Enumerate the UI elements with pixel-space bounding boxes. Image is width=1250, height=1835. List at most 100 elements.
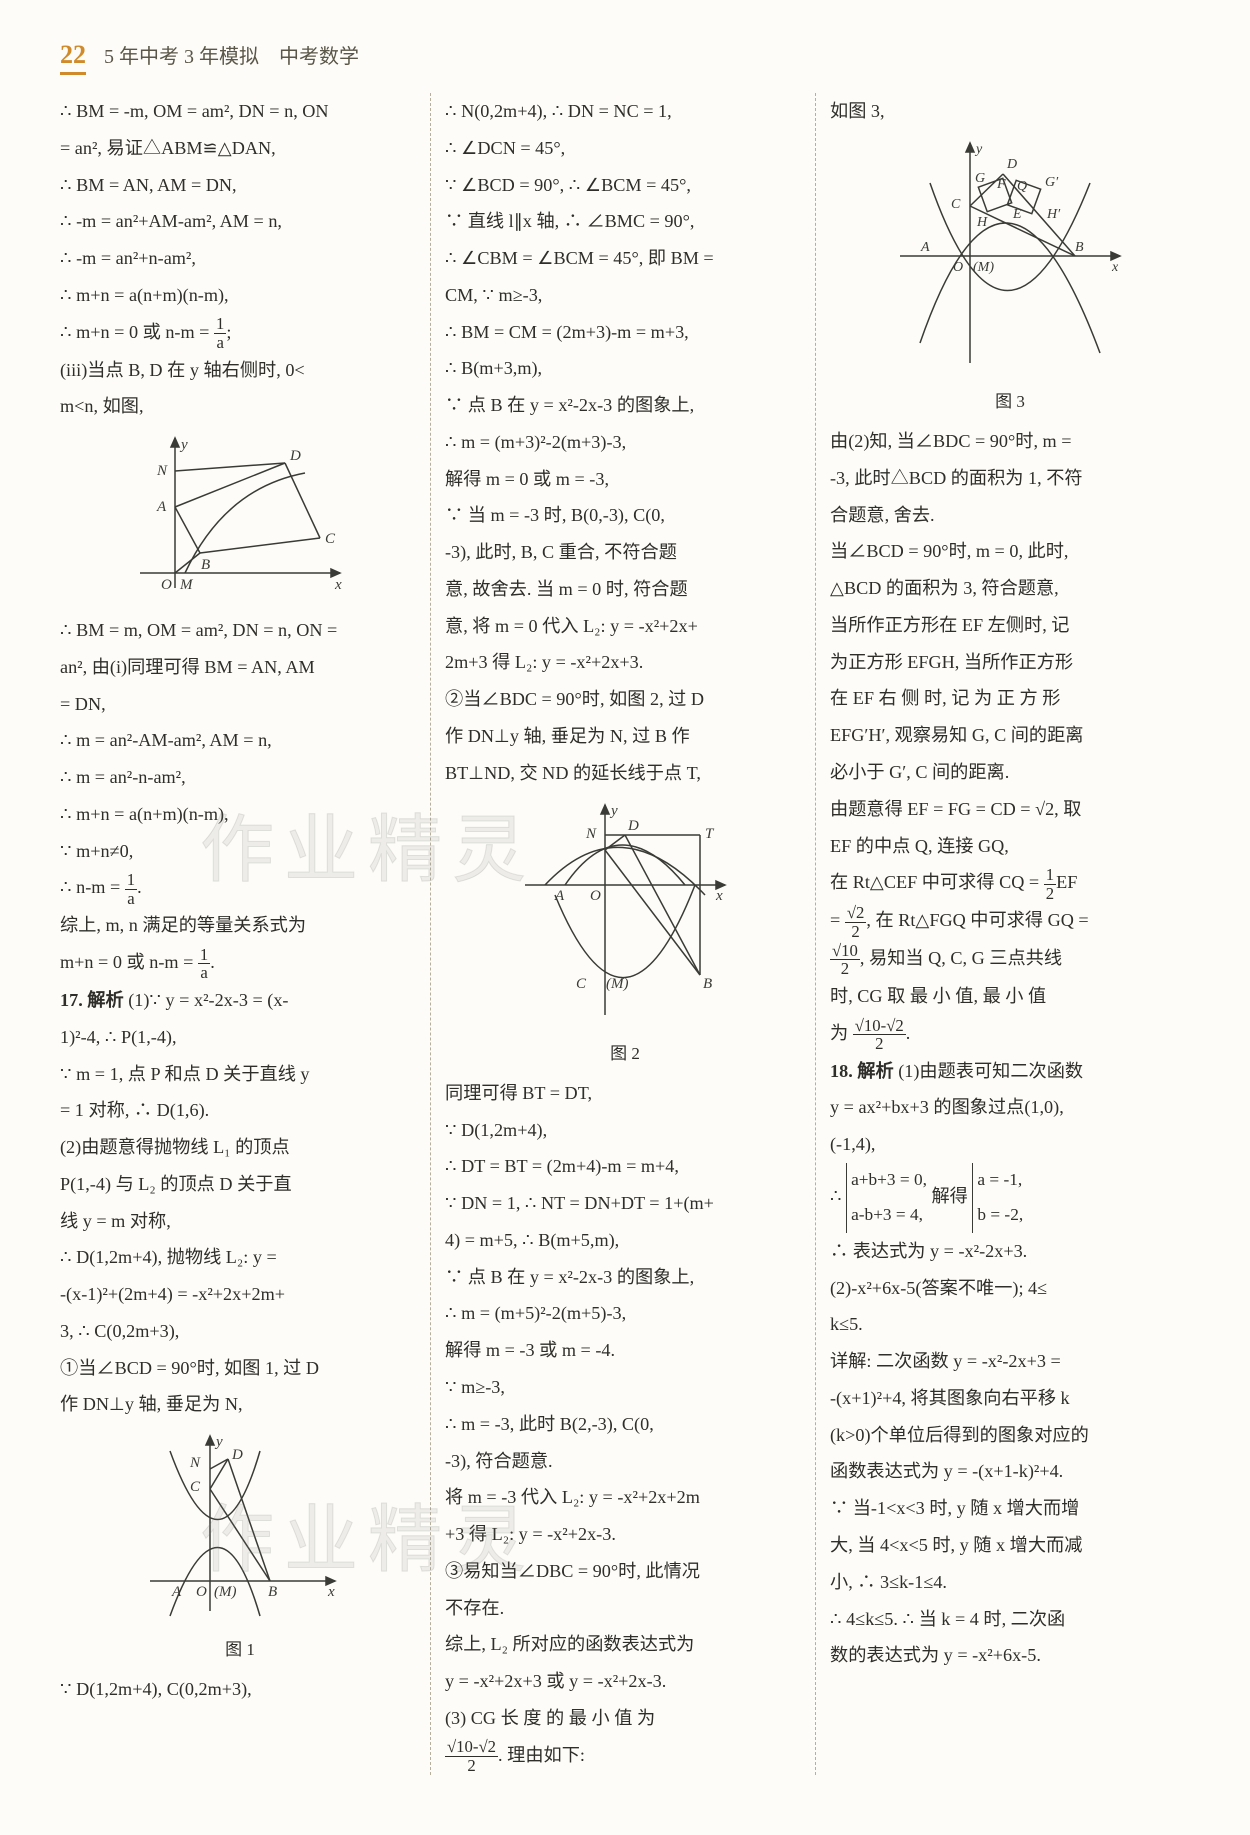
text-span: (1)∵ y = x²-2x-3 = (x- [128, 990, 288, 1010]
text-line: ∴ m+n = 0 或 n-m = 1a; [60, 314, 420, 352]
text-line: ∴ BM = -m, OM = am², DN = n, ON [60, 93, 420, 130]
page: 作业精灵 作业精灵 22 5 年中考 3 年模拟 中考数学 ∴ BM = -m,… [0, 0, 1250, 1835]
text-line: ∵ m≥-3, [445, 1369, 805, 1406]
text-line: ∴ m = an²-n-am², [60, 759, 420, 796]
text-line: 在 Rt△CEF 中可求得 CQ = 12EF [830, 864, 1190, 902]
question-label: 解析 [857, 1061, 893, 1081]
text-line: 意, 故舍去. 当 m = 0 时, 符合题 [445, 571, 805, 608]
text-line: ∴ 4≤k≤5. ∴ 当 k = 4 时, 二次函 [830, 1601, 1190, 1638]
text-line: ∵ 点 B 在 y = x²-2x-3 的图象上, [445, 1259, 805, 1296]
book-title: 5 年中考 3 年模拟 中考数学 [104, 40, 359, 69]
text-line: 线 y = m 对称, [60, 1203, 420, 1240]
point-label: B [201, 557, 210, 573]
frac-num: 1 [125, 871, 137, 890]
point-label: (M) [214, 1584, 237, 1600]
point-label: C [190, 1479, 201, 1495]
equation: b = -2, [977, 1205, 1023, 1224]
point-label: D [289, 448, 301, 464]
point-label: H′ [1046, 207, 1061, 222]
point-label: C [325, 531, 336, 547]
point-label: O [953, 260, 963, 275]
text-line: -(x-1)²+(2m+4) = -x²+2x+2m+ [60, 1276, 420, 1313]
question-18: 18. 解析 (1)由题表可知二次函数 [830, 1053, 1190, 1090]
columns: ∴ BM = -m, OM = am², DN = n, ON = an², 易… [60, 93, 1190, 1775]
axis-label-y: y [214, 1434, 223, 1450]
text-line: ∴ N(0,2m+4), ∴ DN = NC = 1, [445, 93, 805, 130]
point-label: A [920, 240, 930, 255]
text-line: 由题意得 EF = FG = CD = √2, 取 [830, 791, 1190, 828]
text-span: ∴ n-m = [60, 877, 125, 897]
figure-caption: 图 3 [995, 385, 1025, 419]
equation-system: a+b+3 = 0, a-b+3 = 4, [846, 1163, 927, 1233]
point-label: N [189, 1455, 201, 1471]
column-1: ∴ BM = -m, OM = am², DN = n, ON = an², 易… [60, 93, 431, 1775]
text-span: , 在 Rt△FGQ 中可求得 GQ = [866, 910, 1088, 930]
text-line: ∵ ∠BCD = 90°, ∴ ∠BCM = 45°, [445, 167, 805, 204]
point-label: G [975, 171, 985, 186]
text-span: EF [1056, 872, 1077, 892]
text-span: . [137, 877, 142, 897]
text-line: √10-√22. 理由如下: [445, 1737, 805, 1775]
text-line: 函数表达式为 y = -(x+1-k)²+4. [830, 1453, 1190, 1490]
text-line: ∵ D(1,2m+4), [445, 1112, 805, 1149]
text-line: ∵ 当 m = -3 时, B(0,-3), C(0, [445, 497, 805, 534]
point-label: (M) [973, 260, 994, 275]
text-line: ∴ 表达式为 y = -x²-2x+3. [830, 1233, 1190, 1270]
fraction: √102 [830, 942, 860, 978]
text-line: 必小于 G′, C 间的距离. [830, 754, 1190, 791]
text-line: ∴ BM = CM = (2m+3)-m = m+3, [445, 314, 805, 351]
text-line: ∴ m = -3, 此时 B(2,-3), C(0, [445, 1406, 805, 1443]
text-line: (k>0)个单位后得到的图象对应的 [830, 1417, 1190, 1454]
text-line: 解得 m = -3 或 m = -4. [445, 1332, 805, 1369]
figure-caption: 图 2 [610, 1037, 640, 1071]
text-line: 作 DN⊥y 轴, 垂足为 N, [60, 1386, 420, 1423]
column-3: 如图 3, [830, 93, 1190, 1775]
point-label: B [268, 1584, 277, 1600]
text-line: 综上, L₂ 所对应的函数表达式为 [445, 1626, 805, 1663]
text-span: ∴ m+n = 0 或 n-m = [60, 322, 214, 342]
text-line: P(1,-4) 与 L₂ 的顶点 D 关于直 [60, 1166, 420, 1203]
text-line: +3 得 L₂: y = -x²+2x-3. [445, 1516, 805, 1553]
frac-den: 2 [830, 960, 860, 978]
frac-den: 2 [845, 923, 867, 941]
fraction: √10-√22 [853, 1017, 906, 1053]
text-line: ∵ m = 1, 点 P 和点 D 关于直线 y [60, 1056, 420, 1093]
text-line: (2)-x²+6x-5(答案不唯一); 4≤ [830, 1270, 1190, 1307]
text-line: 在 EF 右 侧 时, 记 为 正 方 形 [830, 680, 1190, 717]
point-label: G′ [1045, 175, 1059, 190]
text-line: -3, 此时△BCD 的面积为 1, 不符 [830, 460, 1190, 497]
point-label: M [179, 577, 194, 593]
figure-2: y N D T A O x C (M) B 图 2 [445, 800, 805, 1071]
text-line: -(x+1)²+4, 将其图象向右平移 k [830, 1380, 1190, 1417]
text-line: ∴ B(m+3,m), [445, 350, 805, 387]
frac-num: 1 [214, 315, 226, 334]
text-line: ∴ n-m = 1a. [60, 869, 420, 907]
text-line: = DN, [60, 686, 420, 723]
text-line: 将 m = -3 代入 L₂: y = -x²+2x+2m [445, 1479, 805, 1516]
text-line: k≤5. [830, 1306, 1190, 1343]
text-line: 解得 m = 0 或 m = -3, [445, 461, 805, 498]
text-line: 当∠BCD = 90°时, m = 0, 此时, [830, 533, 1190, 570]
figure-1: y N D C A O (M) B x 图 1 [60, 1431, 420, 1667]
text-line: ∴ BM = AN, AM = DN, [60, 167, 420, 204]
text-line: m<n, 如图, [60, 388, 420, 425]
axis-label-x: x [715, 888, 723, 904]
text-line: m+n = 0 或 n-m = 1a. [60, 944, 420, 982]
text-line: ∴ ∠DCN = 45°, [445, 130, 805, 167]
text-line: ∴ m+n = a(n+m)(n-m), [60, 796, 420, 833]
text-line: ∵ m+n≠0, [60, 833, 420, 870]
text-line: (-1,4), [830, 1126, 1190, 1163]
point-label: A [554, 888, 565, 904]
text-span: m+n = 0 或 n-m = [60, 952, 198, 972]
text-line: 为 √10-√22. [830, 1015, 1190, 1053]
text-line: 时, CG 取 最 小 值, 最 小 值 [830, 978, 1190, 1015]
text-line: 当所作正方形在 EF 左侧时, 记 [830, 607, 1190, 644]
text-line: 详解: 二次函数 y = -x²-2x+3 = [830, 1343, 1190, 1380]
text-line: (2)由题意得抛物线 L₁ 的顶点 [60, 1129, 420, 1166]
text-line: △BCD 的面积为 3, 符合题意, [830, 570, 1190, 607]
text-line: ∵ 直线 l∥x 轴, ∴ ∠BMC = 90°, [445, 203, 805, 240]
point-label: C [576, 976, 587, 992]
text-line: 3, ∴ C(0,2m+3), [60, 1313, 420, 1350]
equation: a-b+3 = 4, [851, 1205, 923, 1224]
text-line: EF 的中点 Q, 连接 GQ, [830, 828, 1190, 865]
